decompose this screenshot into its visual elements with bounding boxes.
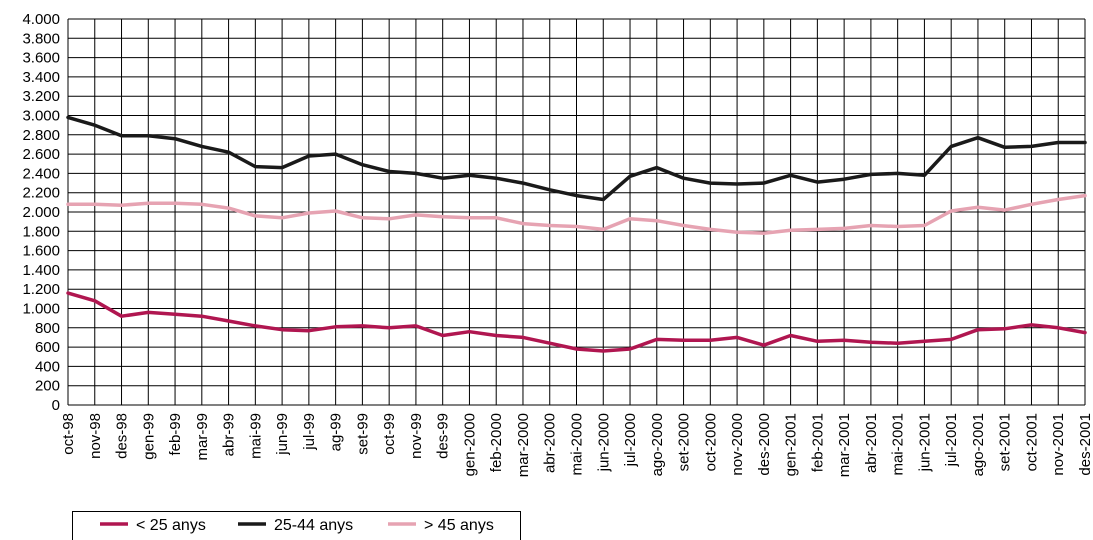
x-tick-label: nov-2000 (729, 413, 746, 476)
y-tick-label: 1.400 (22, 262, 60, 279)
series-line (66, 115, 1087, 202)
y-tick-label: 3.800 (22, 30, 60, 47)
y-tick-label: 1.600 (22, 243, 60, 260)
x-tick-label: jul-2001 (943, 413, 960, 467)
y-tick-label: 600 (35, 339, 60, 356)
x-tick-label: abr-2000 (542, 413, 559, 473)
x-tick-label: mar-2001 (836, 413, 853, 477)
legend-label: < 25 anys (136, 517, 206, 534)
x-axis-ticks: oct-98 nov-98 des-98 gen-99 feb-99 mar-99 abr-… (60, 413, 1093, 477)
x-tick-label: jun-2001 (916, 413, 933, 472)
x-tick-label: nov-99 (408, 413, 425, 459)
x-tick-label: abr-99 (221, 413, 238, 456)
y-tick-label: 2.200 (22, 185, 60, 202)
y-tick-label: 4.000 (22, 11, 60, 28)
series-line (66, 291, 1087, 353)
y-tick-label: 3.400 (22, 69, 60, 86)
x-tick-label: feb-2000 (488, 413, 505, 472)
y-axis-ticks: 0 200 400 600 800 1.000 1.200 1.400 1.600 1.800 2.… (22, 11, 60, 414)
y-tick-label: 3.200 (22, 88, 60, 105)
y-tick-label: 2.400 (22, 165, 60, 182)
x-tick-label: set-2000 (676, 413, 693, 471)
y-tick-label: 0 (52, 397, 60, 414)
x-tick-label: nov-98 (87, 413, 104, 459)
y-tick-label: 1.800 (22, 223, 60, 240)
y-tick-label: 400 (35, 358, 60, 375)
x-tick-label: mai-99 (247, 413, 264, 459)
chart-series (66, 115, 1087, 353)
x-tick-label: nov-2001 (1050, 413, 1067, 476)
y-tick-label: 3.000 (22, 108, 60, 125)
x-tick-label: oct-2000 (702, 413, 719, 471)
x-tick-label: mar-99 (194, 413, 211, 461)
chart-legend: < 25 anys 25-44 anys > 45 anys (72, 511, 521, 540)
x-tick-label: des-98 (114, 413, 131, 459)
series-line (66, 193, 1087, 235)
x-tick-label: jun-99 (274, 413, 291, 456)
x-tick-label: gen-2001 (783, 413, 800, 476)
x-tick-label: ag-99 (328, 413, 345, 451)
y-tick-label: 1.200 (22, 281, 60, 298)
x-tick-label: mar-2000 (515, 413, 532, 477)
legend-box (72, 511, 521, 540)
x-tick-label: jul-99 (301, 413, 318, 451)
x-tick-label: des-2001 (1077, 413, 1093, 476)
x-tick-label: set-99 (354, 413, 371, 455)
x-tick-label: mai-2001 (890, 413, 907, 476)
legend-label: > 45 anys (424, 517, 494, 534)
x-tick-label: des-99 (435, 413, 452, 459)
x-tick-label: feb-2001 (809, 413, 826, 472)
y-tick-label: 800 (35, 320, 60, 337)
y-tick-label: 1.000 (22, 301, 60, 318)
x-tick-label: ago-2000 (649, 413, 666, 476)
x-tick-label: mai-2000 (569, 413, 586, 476)
y-tick-label: 3.600 (22, 50, 60, 67)
x-tick-label: oct-98 (60, 413, 77, 455)
x-tick-label: des-2000 (756, 413, 773, 476)
x-tick-label: oct-2001 (1023, 413, 1040, 471)
x-tick-label: abr-2001 (863, 413, 880, 473)
y-tick-label: 2.600 (22, 146, 60, 163)
x-tick-label: set-2001 (997, 413, 1014, 471)
y-tick-label: 200 (35, 378, 60, 395)
y-tick-label: 2.000 (22, 204, 60, 221)
x-tick-label: gen-2000 (461, 413, 478, 476)
x-tick-label: feb-99 (167, 413, 184, 456)
x-tick-label: jul-2000 (622, 413, 639, 467)
legend-label: 25-44 anys (274, 517, 353, 534)
x-tick-label: ago-2001 (970, 413, 987, 476)
x-tick-label: oct-99 (381, 413, 398, 455)
x-tick-label: gen-99 (140, 413, 157, 460)
x-tick-label: jun-2000 (595, 413, 612, 472)
chart-grid (67, 18, 1086, 406)
y-tick-label: 2.800 (22, 127, 60, 144)
